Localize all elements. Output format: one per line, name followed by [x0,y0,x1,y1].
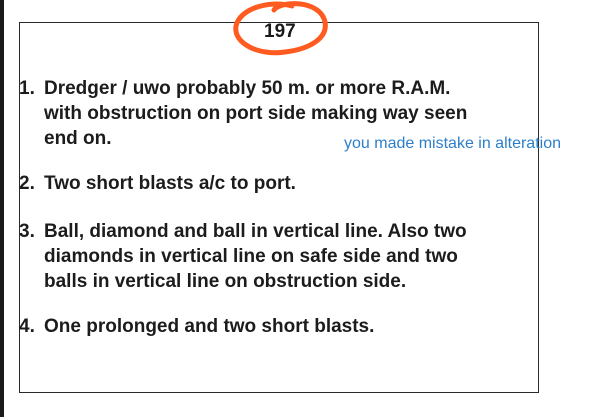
item-line: end on. [44,128,112,149]
item-line: Ball, diamond and ball in vertical line.… [44,221,467,242]
item-number: 1. [19,78,35,99]
page-number-circle-annotation [233,1,328,56]
answer-card [19,22,539,393]
item-line: balls in vertical line on obstruction si… [44,271,407,292]
left-edge-bar [0,0,4,417]
item-number: 4. [19,316,35,337]
item-line: Dredger / uwo probably 50 m. or more R.A… [44,78,451,99]
item-number: 3. [19,221,35,242]
item-number: 2. [19,173,35,194]
item-line: with obstruction on port side making way… [44,103,468,124]
page-number: 197 [264,21,296,42]
item-line: diamonds in vertical line on safe side a… [44,246,458,267]
item-line: One prolonged and two short blasts. [44,316,375,337]
item-line: Two short blasts a/c to port. [44,173,296,194]
reviewer-note: you made mistake in alteration [344,135,561,152]
